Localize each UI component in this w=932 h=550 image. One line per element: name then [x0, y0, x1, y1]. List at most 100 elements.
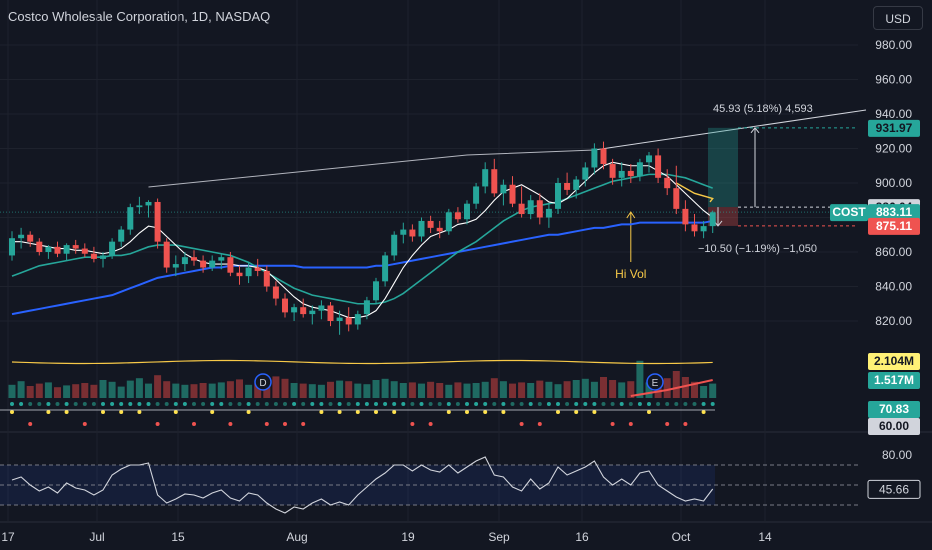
indicator-dot	[82, 402, 87, 406]
volume-bar	[117, 386, 125, 398]
indicator-dot	[91, 402, 96, 406]
sma-slow-line	[11, 219, 713, 316]
candle-body	[518, 203, 525, 215]
indicator-dot	[428, 422, 433, 426]
volume-bar	[681, 377, 689, 398]
indicator-dot	[519, 422, 524, 426]
indicator-dot	[46, 410, 51, 414]
indicator-dot	[137, 402, 142, 406]
rsi-value-label-bg	[867, 479, 921, 499]
volume-bar	[217, 382, 225, 398]
candle-body	[436, 227, 443, 232]
candle-body	[509, 184, 516, 204]
indicator-dot	[119, 402, 124, 406]
candle-body	[136, 205, 143, 208]
volume-bar	[81, 383, 89, 398]
indicator-dot	[319, 410, 324, 414]
candle-body	[445, 212, 452, 232]
volume-bar	[490, 378, 498, 398]
event-marker-icon	[254, 373, 272, 391]
indicator-dot	[210, 410, 215, 414]
indicator-dot	[556, 410, 560, 414]
volume-bar	[609, 380, 617, 398]
indicator-dot	[346, 402, 351, 406]
volume-bar	[154, 375, 162, 398]
volume-bar	[445, 384, 453, 398]
candle-body	[564, 183, 571, 190]
indicator-dot	[628, 402, 633, 406]
candle-body	[600, 148, 607, 165]
volume-bar	[454, 382, 462, 398]
candle-body	[373, 281, 379, 301]
indicator-dot	[283, 422, 287, 426]
last-price-label: 883.11	[876, 205, 912, 219]
volume-bar	[317, 384, 325, 398]
volume-bar	[536, 380, 544, 398]
volume-bar	[327, 381, 334, 398]
candle-body	[118, 229, 125, 242]
candle-body	[664, 177, 671, 189]
candle-body	[181, 257, 188, 265]
candle-body	[391, 234, 398, 256]
rsi-value-label: 45.66	[879, 482, 909, 496]
event-marker-label: E	[652, 378, 659, 389]
indicator-dot	[264, 402, 269, 406]
volume-bar	[208, 383, 216, 398]
indicator-dot	[710, 402, 715, 406]
stop-price-label: 875.11	[876, 219, 912, 233]
volume-average-line	[11, 359, 713, 365]
hi-vol-arrow-head	[626, 211, 636, 219]
indicator-dot	[665, 422, 670, 426]
volume-bar	[408, 382, 416, 398]
indicator-dot	[610, 422, 615, 426]
stop-measure-label: −10.50 (−1.19%) −1,050	[698, 243, 817, 255]
indicator-dot	[337, 402, 342, 406]
symbol-price-tag-bg	[830, 204, 868, 222]
indicator-dot	[647, 410, 651, 414]
indicator-dot	[374, 410, 378, 414]
indicator-dot	[647, 402, 651, 406]
volume-bar	[236, 379, 243, 398]
indicator-dot	[337, 410, 342, 414]
volume-bar	[299, 383, 307, 398]
indicator-dot	[255, 402, 260, 406]
time-tick-label: 16	[575, 530, 589, 544]
volume-bar	[590, 381, 598, 398]
volume-bar	[472, 383, 480, 398]
target-price-label: 931.97	[876, 121, 913, 135]
price-tick-label: 960.00	[875, 73, 912, 87]
indicator-dot	[64, 410, 69, 414]
candle-body	[254, 267, 261, 271]
candle-body	[427, 220, 434, 228]
volume-bar	[90, 384, 98, 398]
indicator-dot	[192, 402, 196, 406]
volume-bar	[308, 384, 316, 398]
arrow-head-up	[750, 127, 760, 134]
indicator-dot	[392, 402, 397, 406]
volume-bar	[181, 384, 189, 398]
indicator-dot	[101, 402, 105, 406]
indicator-dot	[665, 402, 670, 406]
candle-body	[90, 253, 97, 259]
candle-body	[227, 257, 234, 273]
indicator-dot	[73, 402, 78, 406]
volume-bar	[290, 383, 298, 398]
currency-button[interactable]: USD	[873, 6, 923, 30]
candle-body	[127, 207, 134, 230]
indicator-dot	[455, 402, 460, 406]
indicator-dot	[82, 422, 87, 426]
candle-body	[200, 260, 207, 268]
event-marker-icon	[646, 373, 664, 391]
volume-bar	[345, 381, 353, 398]
candle-body	[245, 267, 252, 277]
volume-bar	[363, 384, 371, 398]
volume-bar	[254, 383, 262, 398]
volume-bar	[63, 385, 71, 398]
indicator-dot	[155, 422, 160, 426]
indicator-value-label-bg	[868, 401, 920, 418]
volume-bar	[399, 383, 407, 398]
candle-body	[291, 307, 298, 313]
indicator-dot	[192, 422, 196, 426]
indicator-dot	[446, 410, 451, 414]
